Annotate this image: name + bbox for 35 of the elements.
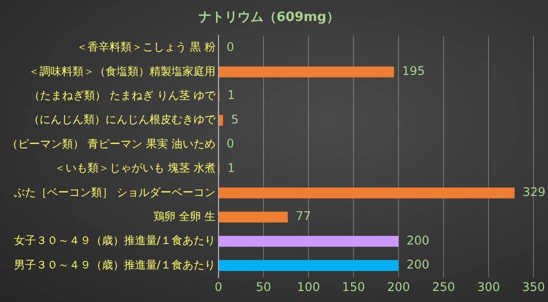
bar xyxy=(218,236,399,247)
data-label: 77 xyxy=(296,209,312,224)
data-label: 200 xyxy=(406,233,430,248)
data-label: 5 xyxy=(230,112,239,126)
chart-title: ナトリウム（609mg） xyxy=(198,10,340,26)
data-label: 200 xyxy=(406,258,430,272)
x-tick-label: 0 xyxy=(214,280,222,294)
y-tick-label: ＜いも類＞じゃがいも 塊茎 水煮 xyxy=(54,162,216,175)
data-label: 1 xyxy=(227,160,236,175)
y-tick-label: 女子３０～４９（歳）推進量/１食あたり xyxy=(14,234,216,248)
y-tick-label: 男子３０～４９（歳）推進量/１食あたり xyxy=(14,258,216,272)
y-tick-label: 鶏卵 全卵 生 xyxy=(153,210,216,223)
x-tick-label: 50 xyxy=(256,280,272,294)
data-label: 0 xyxy=(226,40,234,54)
data-label: 1 xyxy=(227,88,236,102)
data-label: 329 xyxy=(522,185,546,200)
x-tick-label: 100 xyxy=(297,280,320,294)
x-tick-label: 150 xyxy=(342,280,365,294)
data-label: 195 xyxy=(402,64,425,78)
y-tick-label: （ピーマン類） 青ピーマン 果実 油いため xyxy=(6,137,216,150)
y-tick-label: ぶた［ベーコン類］ ショルダーベーコン xyxy=(14,186,216,199)
bar xyxy=(218,212,288,223)
x-tick-label: 250 xyxy=(432,280,455,294)
bar xyxy=(218,114,223,126)
y-tick-label: ＜香辛料類＞こしょう 黒 粉 xyxy=(76,40,216,54)
bar xyxy=(218,66,394,78)
x-tick-label: 200 xyxy=(387,280,410,294)
x-tick-label: 300 xyxy=(477,280,500,294)
bar xyxy=(218,260,399,271)
y-tick-label: ＜調味料類＞（食塩類）精製塩家庭用 xyxy=(28,64,216,78)
y-tick-label: （たまねぎ類） たまねぎ りん茎 ゆで xyxy=(28,88,216,102)
bar xyxy=(218,187,515,198)
data-label: 0 xyxy=(226,136,234,151)
y-tick-label: （にんじん類）にんじん根皮むきゆで xyxy=(28,113,216,126)
x-tick-label: 350 xyxy=(522,280,545,294)
